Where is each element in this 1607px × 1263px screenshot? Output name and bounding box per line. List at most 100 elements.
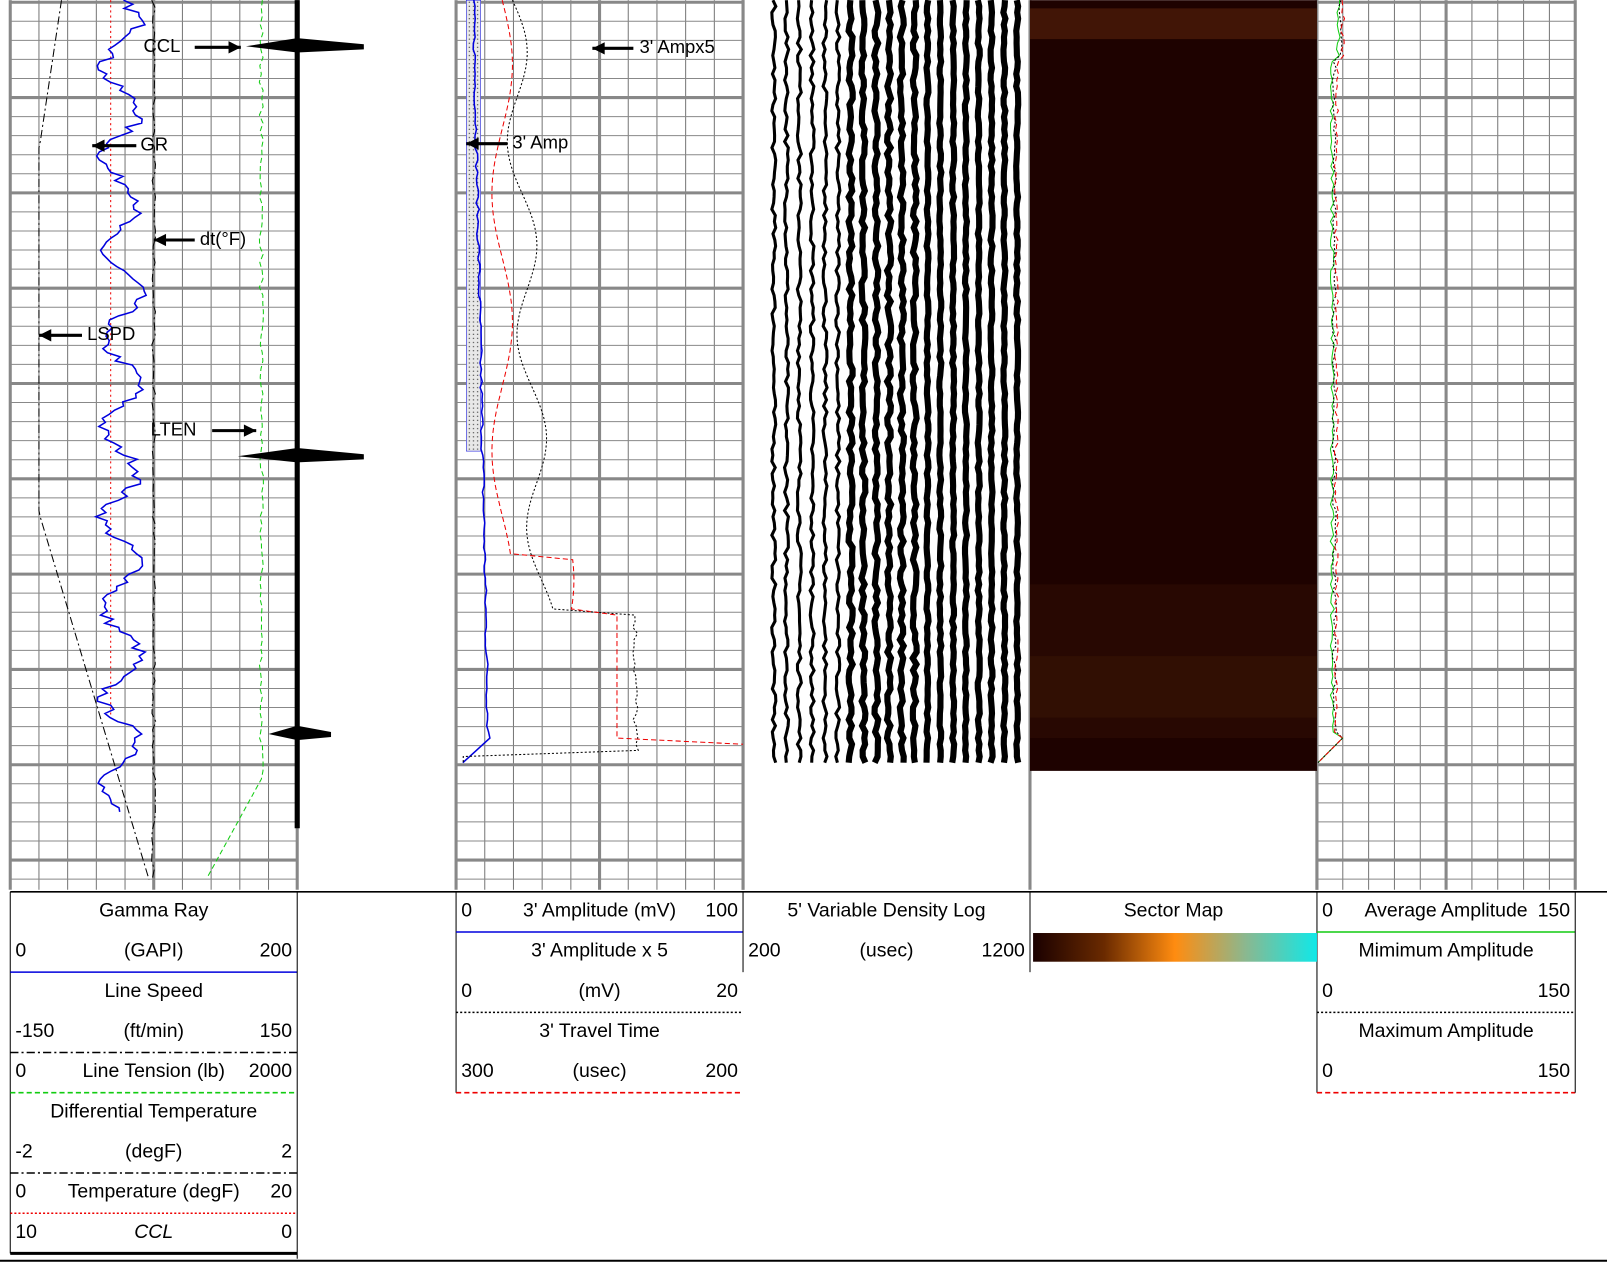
ccl-spike <box>245 38 364 53</box>
scale-right: 1200 <box>982 940 1025 962</box>
vdl-stripe <box>1000 0 1009 764</box>
annotation: CCL <box>143 35 180 56</box>
curve-label: Maximum Amplitude <box>1358 1020 1533 1042</box>
dt-curve <box>151 0 157 878</box>
scale-left: 0 <box>461 899 472 921</box>
annotation: 3' Amp <box>512 132 568 153</box>
scale-right: 0 <box>281 1221 292 1243</box>
curve-label: 3' Travel Time <box>539 1020 660 1042</box>
lspd-curve <box>38 0 150 880</box>
track4-curve <box>1317 0 1344 764</box>
scale-left: 200 <box>748 940 781 962</box>
arrow-head <box>243 424 257 437</box>
vdl-stripe <box>845 0 857 763</box>
curve-label: (GAPI) <box>124 940 184 962</box>
arrow-head <box>92 139 105 152</box>
ttime-curve <box>491 0 744 745</box>
curve-label: Mimimum Amplitude <box>1358 940 1533 962</box>
scale-right: 200 <box>705 1060 738 1082</box>
amp5-curve <box>462 0 640 763</box>
scale-right: 200 <box>260 940 293 962</box>
sector-colorbar <box>1033 933 1317 962</box>
gr-curve <box>93 0 148 813</box>
vdl-stripe <box>808 0 816 763</box>
scale-right: 150 <box>1538 899 1571 921</box>
curve-label: 5' Variable Density Log <box>787 899 985 921</box>
vdl-stripe <box>948 0 958 764</box>
scale-right: 20 <box>270 1181 292 1203</box>
curve-label: (ft/min) <box>123 1020 184 1042</box>
vdl-stripe <box>770 0 778 764</box>
curve-label: 3' Amplitude (mV) <box>523 899 676 921</box>
vdl-stripe <box>974 0 983 764</box>
arrow-head <box>466 137 479 150</box>
scale-right: 150 <box>1538 980 1571 1002</box>
curve-label: (usec) <box>573 1060 627 1082</box>
curve-label: (mV) <box>578 980 620 1002</box>
scale-left: -150 <box>15 1020 54 1042</box>
scale-left: 0 <box>1322 899 1333 921</box>
vdl-stripe <box>936 0 945 763</box>
arrow-head <box>228 41 241 54</box>
curve-label: Sector Map <box>1124 899 1224 921</box>
curve-label: CCL <box>134 1221 173 1243</box>
curve-label: Gamma Ray <box>99 899 209 921</box>
vdl-stripe <box>961 0 971 763</box>
curve-label: 3' Amplitude x 5 <box>531 940 668 962</box>
arrow-head <box>38 329 52 342</box>
scale-left: -2 <box>15 1140 32 1162</box>
arrow-head <box>592 42 605 55</box>
curve-label: (degF) <box>125 1140 182 1162</box>
vdl-stripe <box>987 0 996 764</box>
sector-band <box>1029 8 1317 40</box>
vdl-stripe <box>883 0 895 764</box>
vdl-stripe <box>858 0 869 764</box>
annotation: dt(°F) <box>200 228 246 249</box>
annotation: LSPD <box>87 323 135 344</box>
ccl-spike <box>268 725 332 741</box>
lten-curve <box>206 0 264 878</box>
vdl-stripe <box>1013 0 1022 764</box>
annotation: GR <box>140 134 168 155</box>
vdl-stripe <box>782 0 791 763</box>
track4-curve <box>1317 0 1346 764</box>
scale-left: 0 <box>15 940 26 962</box>
vdl-stripe <box>871 0 882 764</box>
track4-curve <box>1317 0 1344 764</box>
arrow-head <box>153 233 167 247</box>
curve-label: (usec) <box>859 940 913 962</box>
annotations: CCL GR dt(°F) LSPD LTEN 3' Ampx5 3' Amp <box>38 35 715 440</box>
curve-label: Line Speed <box>104 980 203 1002</box>
annotation: 3' Ampx5 <box>640 36 715 57</box>
curves <box>38 0 1346 880</box>
vdl-stripe <box>795 0 804 764</box>
scale-right: 100 <box>705 899 738 921</box>
vdl-stripe <box>923 0 932 763</box>
curve-label: Temperature (degF) <box>68 1181 240 1203</box>
scale-left: 0 <box>15 1181 26 1203</box>
scale-left: 0 <box>15 1060 26 1082</box>
scale-right: 2 <box>281 1140 292 1162</box>
vdl-stripe <box>821 0 829 764</box>
scale-left: 0 <box>1322 980 1333 1002</box>
vdl-stripe <box>896 0 908 763</box>
scale-right: 2000 <box>249 1060 292 1082</box>
scale-left: 0 <box>461 980 472 1002</box>
scale-left: 10 <box>15 1221 37 1243</box>
grid <box>8 0 1577 890</box>
ccl-spike <box>237 448 364 463</box>
scale-right: 150 <box>1538 1060 1571 1082</box>
scale-left: 300 <box>461 1060 494 1082</box>
vdl-stripe <box>834 0 842 764</box>
scale-right: 20 <box>716 980 738 1002</box>
scale-right: 150 <box>260 1020 293 1042</box>
vdl-stripe <box>909 0 920 764</box>
sector-band <box>1029 656 1317 718</box>
curve-label: Line Tension (lb) <box>82 1060 225 1082</box>
curve-label: Average Amplitude <box>1365 899 1528 921</box>
amp-shading <box>466 0 481 452</box>
scale-left: 0 <box>1322 1060 1333 1082</box>
